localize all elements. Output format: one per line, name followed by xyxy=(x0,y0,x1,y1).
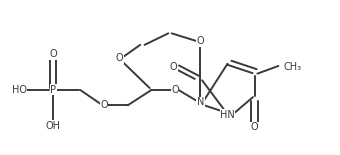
Text: O: O xyxy=(100,100,108,110)
Text: O: O xyxy=(115,53,123,63)
Text: O: O xyxy=(171,85,179,95)
Text: N: N xyxy=(197,97,204,107)
Text: O: O xyxy=(170,62,177,72)
Text: O: O xyxy=(251,122,258,132)
Text: O: O xyxy=(251,122,258,132)
Text: OH: OH xyxy=(46,120,61,131)
Text: O: O xyxy=(100,100,108,110)
Text: O: O xyxy=(170,62,177,72)
Text: O: O xyxy=(49,49,57,60)
Text: HO: HO xyxy=(12,85,27,95)
Text: OH: OH xyxy=(46,120,61,131)
Text: P: P xyxy=(50,85,56,95)
Text: HN: HN xyxy=(220,110,235,120)
Text: HO: HO xyxy=(12,85,27,95)
Text: P: P xyxy=(50,85,56,95)
Text: N: N xyxy=(197,97,204,107)
Text: CH₃: CH₃ xyxy=(284,62,302,72)
Text: O: O xyxy=(171,85,179,95)
Text: O: O xyxy=(115,53,123,63)
Text: O: O xyxy=(197,36,204,46)
Text: HN: HN xyxy=(220,110,235,120)
Text: O: O xyxy=(197,36,204,46)
Text: O: O xyxy=(49,49,57,60)
